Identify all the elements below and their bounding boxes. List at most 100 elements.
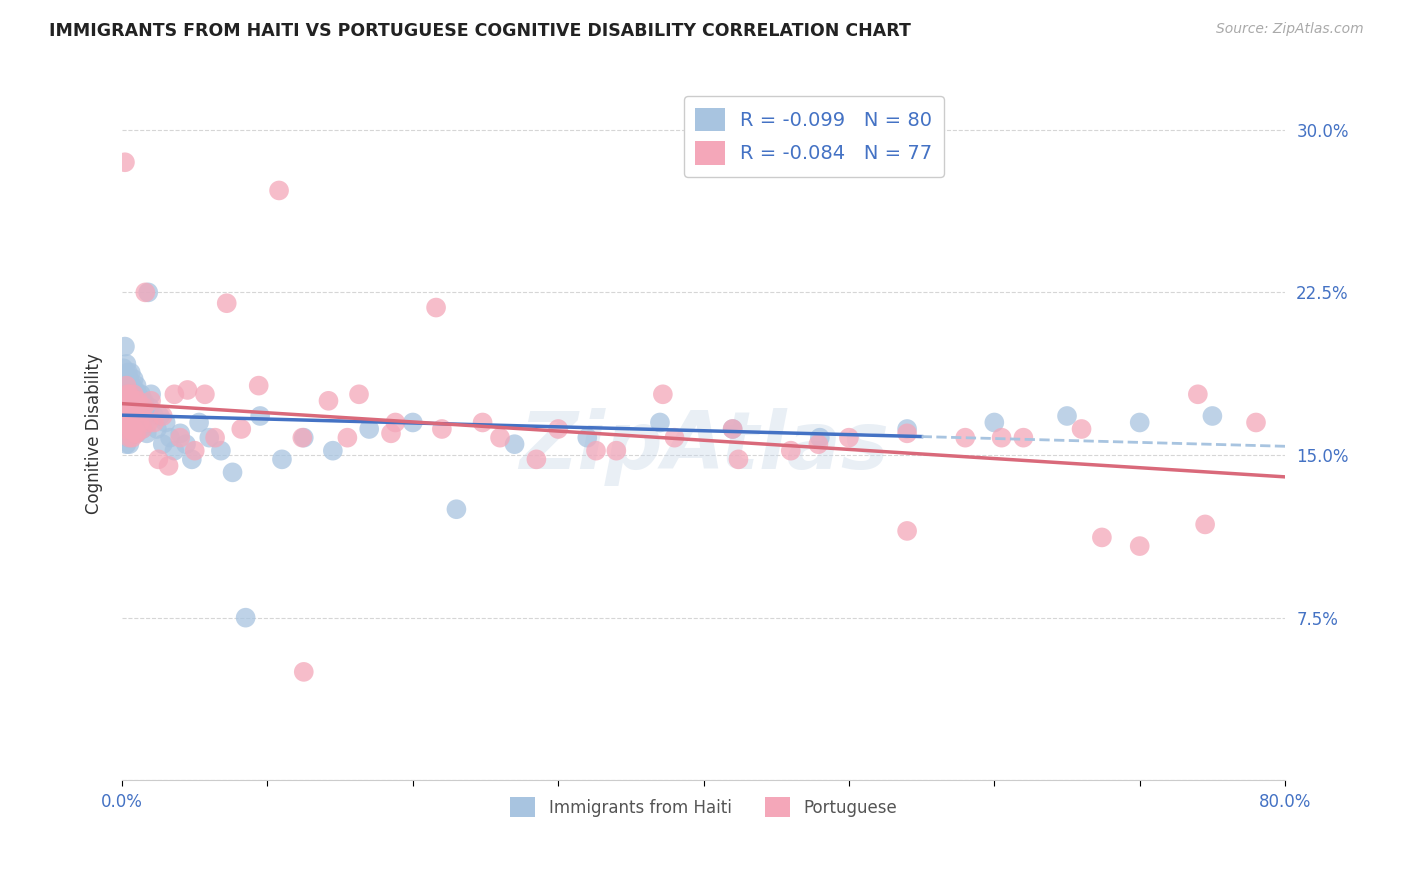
Text: Source: ZipAtlas.com: Source: ZipAtlas.com xyxy=(1216,22,1364,37)
Point xyxy=(163,387,186,401)
Point xyxy=(121,431,143,445)
Point xyxy=(1070,422,1092,436)
Point xyxy=(128,422,150,436)
Point xyxy=(1129,416,1152,430)
Point xyxy=(163,443,186,458)
Point xyxy=(359,422,381,436)
Point xyxy=(955,431,977,445)
Point xyxy=(648,416,671,430)
Point xyxy=(1012,431,1035,445)
Point xyxy=(131,422,153,436)
Point xyxy=(114,340,136,354)
Point xyxy=(120,393,142,408)
Point xyxy=(124,409,146,423)
Point xyxy=(148,452,170,467)
Point xyxy=(112,361,135,376)
Point xyxy=(121,401,143,415)
Point xyxy=(139,393,162,408)
Point xyxy=(198,431,221,445)
Point xyxy=(115,401,138,415)
Point xyxy=(129,404,152,418)
Point xyxy=(176,383,198,397)
Point xyxy=(115,422,138,436)
Point xyxy=(114,409,136,423)
Point xyxy=(807,437,830,451)
Point xyxy=(209,443,232,458)
Point xyxy=(122,422,145,436)
Point xyxy=(808,431,831,445)
Point xyxy=(132,393,155,408)
Point xyxy=(112,416,135,430)
Point xyxy=(118,393,141,408)
Point xyxy=(721,422,744,436)
Point xyxy=(115,422,138,436)
Point xyxy=(1187,387,1209,401)
Point xyxy=(131,393,153,408)
Point xyxy=(503,437,526,451)
Point xyxy=(121,422,143,436)
Point xyxy=(336,431,359,445)
Point xyxy=(122,387,145,401)
Point xyxy=(990,431,1012,445)
Point xyxy=(117,431,139,445)
Text: ZipAtlas: ZipAtlas xyxy=(519,409,889,486)
Point xyxy=(121,401,143,415)
Point xyxy=(727,452,749,467)
Point xyxy=(430,422,453,436)
Point xyxy=(204,431,226,445)
Point xyxy=(585,443,607,458)
Point xyxy=(112,393,135,408)
Point xyxy=(124,426,146,441)
Point xyxy=(838,431,860,445)
Point xyxy=(146,422,169,436)
Point xyxy=(169,426,191,441)
Point xyxy=(318,393,340,408)
Point xyxy=(322,443,344,458)
Point xyxy=(132,401,155,415)
Point xyxy=(127,416,149,430)
Point xyxy=(1091,530,1114,544)
Point xyxy=(115,401,138,415)
Point xyxy=(121,378,143,392)
Point xyxy=(125,401,148,415)
Point xyxy=(231,422,253,436)
Point xyxy=(114,372,136,386)
Point xyxy=(402,416,425,430)
Point xyxy=(131,422,153,436)
Point xyxy=(143,416,166,430)
Point xyxy=(664,431,686,445)
Point xyxy=(127,393,149,408)
Point xyxy=(125,426,148,441)
Point xyxy=(125,426,148,441)
Point xyxy=(1244,416,1267,430)
Point xyxy=(128,393,150,408)
Point xyxy=(149,409,172,423)
Point xyxy=(143,409,166,423)
Point xyxy=(114,422,136,436)
Point xyxy=(292,431,315,445)
Point xyxy=(117,387,139,401)
Point xyxy=(180,452,202,467)
Text: IMMIGRANTS FROM HAITI VS PORTUGUESE COGNITIVE DISABILITY CORRELATION CHART: IMMIGRANTS FROM HAITI VS PORTUGUESE COGN… xyxy=(49,22,911,40)
Point xyxy=(489,431,512,445)
Point xyxy=(125,401,148,415)
Point xyxy=(1194,517,1216,532)
Point xyxy=(446,502,468,516)
Point xyxy=(120,387,142,401)
Point xyxy=(188,416,211,430)
Point xyxy=(159,431,181,445)
Point xyxy=(896,426,918,441)
Point xyxy=(122,422,145,436)
Point xyxy=(380,426,402,441)
Point xyxy=(129,387,152,401)
Point xyxy=(471,416,494,430)
Point xyxy=(127,387,149,401)
Point xyxy=(896,524,918,538)
Point xyxy=(125,378,148,392)
Point xyxy=(129,416,152,430)
Point xyxy=(118,416,141,430)
Point xyxy=(117,409,139,423)
Point xyxy=(779,443,801,458)
Point xyxy=(174,437,197,451)
Legend: Immigrants from Haiti, Portuguese: Immigrants from Haiti, Portuguese xyxy=(503,790,904,824)
